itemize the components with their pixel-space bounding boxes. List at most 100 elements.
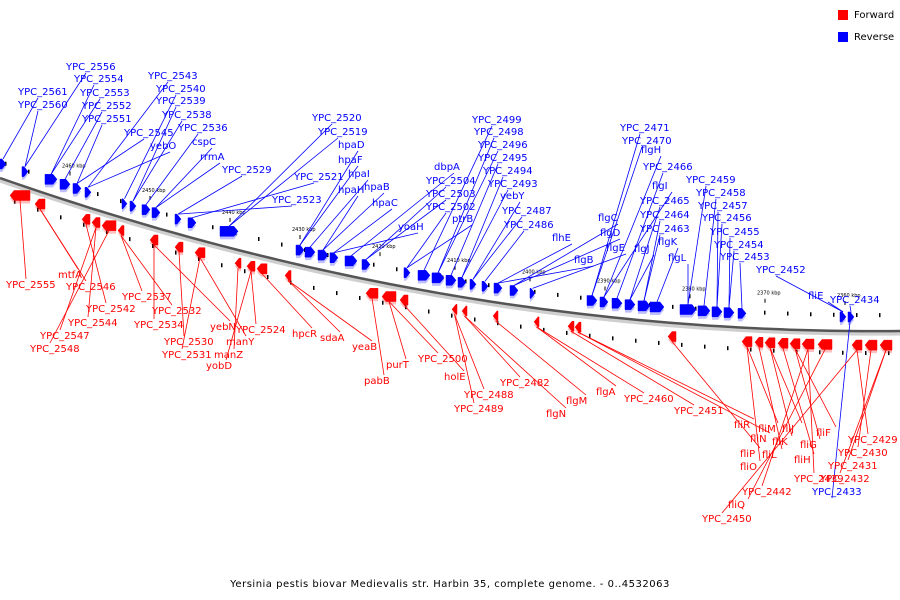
reverse-gene-label: YPC_2463 [639, 224, 690, 235]
leader-line [50, 84, 95, 175]
scale-tick-label: 2450 kbp [142, 188, 166, 194]
track-dash [60, 215, 62, 220]
scale-tick-label: 2380 kbp [682, 286, 706, 292]
gene-shadow [175, 245, 183, 256]
forward-gene [256, 263, 268, 274]
reverse-gene-label: YPC_2457 [697, 201, 748, 212]
forward-gene-label: fliF [816, 428, 831, 439]
track-dash [83, 222, 85, 227]
reverse-gene [417, 270, 431, 281]
gene-shadow [738, 311, 746, 322]
forward-gene-label: YPC_2450 [701, 514, 752, 525]
leader-line [495, 320, 587, 396]
track-dash [658, 340, 660, 345]
forward-gene-label: fliM [758, 424, 776, 435]
gene-shadow [418, 273, 430, 284]
leader-line [591, 146, 643, 296]
gene-shadow [285, 273, 291, 284]
scale-tick-label: 2400 kbp [522, 269, 546, 275]
forward-gene [851, 339, 863, 351]
gene-shadow [494, 286, 502, 297]
feature-layer [0, 158, 893, 354]
reverse-gene-label: YPC_2452 [755, 265, 806, 276]
forward-gene-label: manY [226, 337, 255, 348]
forward-gene-label: hpcR [292, 329, 317, 340]
leader-line [181, 257, 201, 350]
track-dash [465, 279, 467, 284]
leader-line [145, 133, 199, 205]
forward-gene-label: purT [386, 360, 410, 371]
leader-line [178, 252, 185, 337]
leader-line [687, 185, 707, 305]
forward-gene-label: fliH [794, 455, 811, 466]
reverse-gene-label: yoaH [398, 222, 424, 233]
forward-gene [567, 321, 575, 332]
forward-gene [574, 321, 582, 333]
reverse-gene-label: YPC_2434 [829, 295, 880, 306]
gene-shadow [175, 217, 181, 228]
reverse-gene [469, 279, 477, 290]
gene-shadow [698, 308, 710, 319]
track-dash [865, 351, 867, 356]
gene-shadow [493, 313, 498, 324]
leader-line [827, 301, 844, 313]
leader-line [19, 200, 27, 280]
leader-line [497, 243, 573, 284]
reverse-gene-label: flhE [552, 233, 571, 244]
forward-gene [451, 304, 458, 315]
reverse-gene-label: flgH [641, 145, 661, 156]
gene-shadow [432, 275, 444, 286]
track-dash [14, 199, 16, 204]
forward-gene-label: flgN [546, 409, 566, 420]
track-dash [106, 230, 108, 235]
track-dash [474, 317, 476, 322]
scale-tick-label: 2430 kbp [292, 227, 316, 233]
leader-line [746, 346, 761, 462]
leader-line [739, 262, 743, 309]
forward-gene-label: fliL [762, 450, 777, 461]
reverse-gene-label: YPC_2504 [425, 176, 476, 187]
leader-line [629, 254, 655, 300]
track-dash [589, 333, 591, 338]
leader-line [388, 301, 439, 354]
leader-line [746, 346, 779, 424]
gene-shadow [142, 207, 150, 218]
forward-gene [801, 338, 815, 350]
reverse-gene-label: YPC_2520 [311, 113, 362, 124]
forward-gene [817, 339, 833, 350]
forward-gene-label: pabB [364, 376, 390, 387]
gene-shadow [150, 238, 158, 248]
reverse-gene-label: yebY [500, 191, 525, 202]
track-dash [750, 347, 752, 352]
forward-gene-label: YPC_2546 [65, 282, 116, 293]
gene-shadow [790, 341, 800, 352]
track-dash [166, 212, 168, 217]
leader-line [461, 176, 504, 278]
reverse-gene [637, 300, 651, 312]
gene-shadow [330, 255, 338, 266]
track-dash [212, 225, 214, 230]
gene-shadow [404, 270, 410, 281]
track-dash [488, 283, 490, 288]
reverse-gene-label: YPC_2552 [81, 101, 132, 112]
leader-line [513, 223, 619, 286]
track-dash [856, 313, 858, 318]
reverse-gene [174, 213, 182, 225]
leader-line [758, 347, 783, 450]
leader-line [120, 235, 173, 306]
leader-line [849, 305, 852, 313]
reverse-gene-label: YPC_2470 [621, 136, 672, 147]
scale-tick-label: 2440 kbp [222, 210, 246, 216]
leader-line [570, 330, 695, 406]
reverse-gene-label: YPC_2454 [713, 240, 764, 251]
backbone-shadow [0, 177, 900, 336]
reverse-gene-label: hpaI [348, 169, 370, 180]
forward-gene-label: YPC_2451 [673, 406, 724, 417]
track-dash [152, 243, 154, 248]
leader-line [199, 257, 247, 337]
reverse-gene-label: YPC_2519 [317, 127, 368, 138]
reverse-gene-label: YPC_2453 [719, 252, 770, 263]
gene-shadow [60, 182, 70, 193]
forward-gene [777, 337, 789, 349]
scale-tick-label: 2360 kbp [837, 293, 861, 299]
